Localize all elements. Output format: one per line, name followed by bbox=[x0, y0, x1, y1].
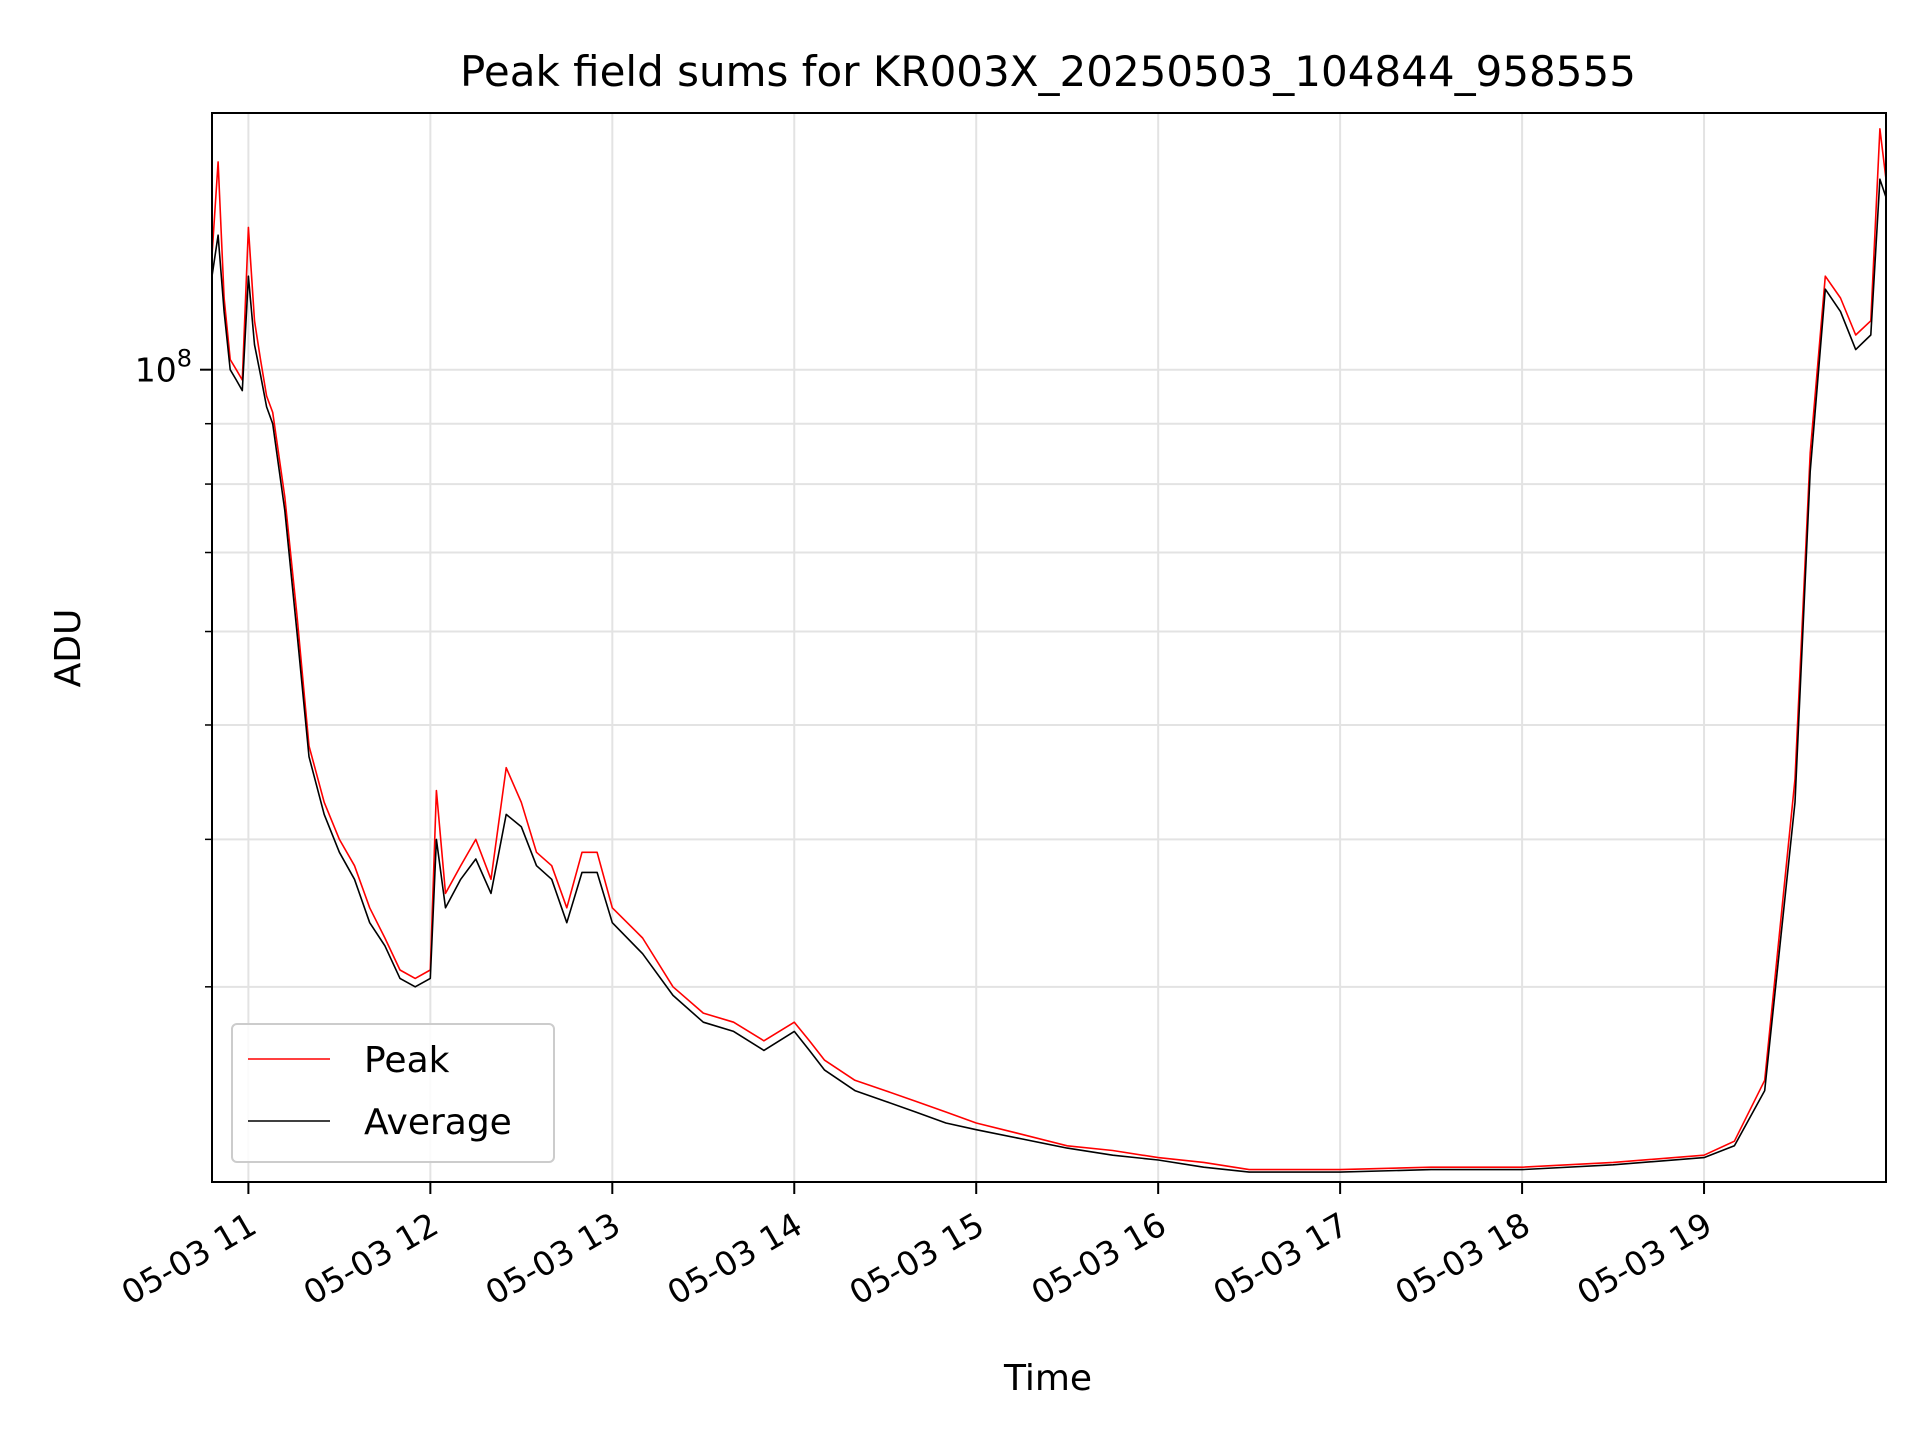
series-line-average bbox=[211, 178, 1887, 1173]
x-axis-label: Time bbox=[1003, 1358, 1092, 1399]
grid bbox=[212, 113, 1886, 1182]
legend-label-average: Average bbox=[364, 1102, 512, 1143]
chart-title: Peak field sums for KR003X_20250503_1048… bbox=[460, 47, 1636, 96]
series-layer bbox=[211, 128, 1887, 1173]
plot-frame bbox=[211, 112, 1887, 1183]
y-axis: 108 bbox=[135, 345, 212, 988]
y-tick-label: 108 bbox=[135, 345, 192, 390]
series-line-peak bbox=[211, 128, 1887, 1171]
y-axis-label: ADU bbox=[48, 609, 89, 688]
legend: Peak Average bbox=[231, 1023, 555, 1163]
legend-label-peak: Peak bbox=[364, 1040, 450, 1081]
